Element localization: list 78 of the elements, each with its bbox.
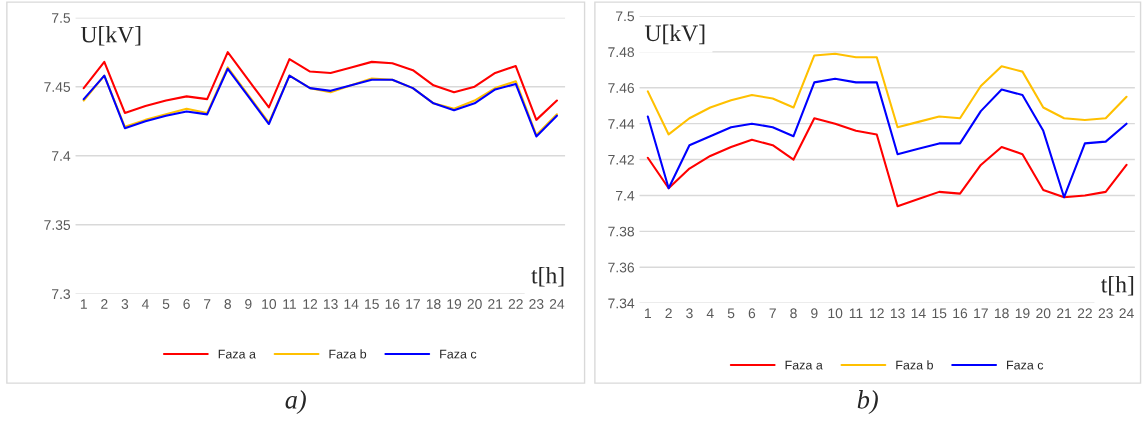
x-tick-label: 2 — [665, 308, 672, 319]
x-tick-label: 14 — [911, 308, 926, 319]
legend-label: Faza b — [896, 360, 933, 370]
y-tick-label: 7.4 — [52, 151, 71, 161]
x-tick-label: 13 — [323, 299, 338, 309]
x-tick-label: 3 — [121, 299, 129, 309]
x-tick-label: 19 — [1015, 308, 1030, 319]
x-tick-label: 20 — [1036, 308, 1051, 319]
x-axis-title: t[h] — [531, 266, 564, 287]
x-tick-label: 23 — [529, 299, 544, 309]
x-tick-label: 8 — [790, 308, 797, 319]
legend-label: Faza a — [785, 360, 823, 370]
x-tick-label: 12 — [870, 308, 884, 319]
x-tick-label: 15 — [365, 299, 379, 309]
x-tick-label: 11 — [849, 308, 863, 319]
x-tick-label: 9 — [245, 299, 252, 309]
x-tick-label: 2 — [101, 299, 108, 309]
line-series — [646, 117, 1128, 208]
legend-label: Faza a — [218, 349, 256, 359]
x-tick-label: 10 — [262, 299, 277, 309]
legend-label: Faza b — [329, 349, 367, 359]
x-tick-label: 5 — [162, 299, 170, 309]
text: a) — [285, 390, 306, 415]
x-tick-label: 15 — [932, 308, 947, 319]
y-axis-title: U[kV] — [80, 25, 141, 46]
y-tick-label: 7.46 — [608, 83, 635, 93]
legend-label: Faza c — [440, 349, 477, 359]
y-tick-label: 7.3 — [52, 289, 71, 300]
x-tick-label: 4 — [141, 299, 149, 309]
x-tick-label: 10 — [828, 308, 843, 319]
line-series — [646, 52, 1128, 136]
x-tick-label: 19 — [447, 299, 462, 309]
x-tick-label: 1 — [645, 308, 652, 319]
x-tick-label: 18 — [426, 299, 441, 309]
x-tick-label: 7 — [769, 308, 776, 319]
y-tick-label: 7.5 — [616, 11, 635, 22]
line-series — [82, 51, 558, 121]
x-tick-label: 20 — [467, 299, 482, 309]
x-tick-label: 5 — [727, 308, 735, 319]
x-tick-label: 23 — [1098, 308, 1113, 319]
x-tick-label: 13 — [890, 308, 905, 319]
text: b) — [857, 390, 878, 415]
x-tick-label: 6 — [183, 299, 190, 309]
y-tick-label: 7.5 — [52, 13, 71, 23]
x-tick-label: 24 — [1119, 308, 1134, 319]
y-tick-label: 7.48 — [608, 47, 635, 58]
y-tick-label: 7.4 — [616, 190, 635, 201]
y-tick-label: 7.34 — [608, 298, 635, 309]
x-tick-label: 17 — [406, 299, 420, 309]
x-tick-label: 22 — [508, 299, 523, 309]
y-tick-label: 7.36 — [608, 262, 635, 273]
x-tick-label: 7 — [204, 299, 211, 309]
x-tick-label: 6 — [748, 308, 756, 319]
x-tick-label: 24 — [549, 299, 565, 309]
x-tick-label: 9 — [811, 308, 818, 319]
x-tick-label: 14 — [344, 299, 359, 309]
x-tick-label: 12 — [303, 299, 318, 309]
legend-label: Faza c — [1007, 360, 1044, 370]
x-tick-label: 16 — [953, 308, 968, 319]
x-tick-label: 3 — [686, 308, 693, 319]
x-tick-label: 21 — [1057, 308, 1072, 319]
y-tick-label: 7.44 — [608, 119, 635, 129]
y-axis-title: U[kV] — [644, 24, 705, 45]
x-tick-label: 1 — [80, 299, 87, 309]
y-tick-label: 7.38 — [608, 226, 635, 237]
x-tick-label: 17 — [974, 308, 988, 319]
line-series — [646, 77, 1128, 199]
y-tick-label: 7.42 — [608, 154, 634, 165]
x-axis-title: t[h] — [1100, 275, 1134, 296]
x-tick-label: 16 — [385, 299, 400, 309]
x-tick-label: 11 — [283, 299, 296, 309]
x-tick-label: 22 — [1077, 308, 1092, 319]
y-tick-label: 7.35 — [44, 220, 71, 230]
x-tick-label: 18 — [994, 308, 1009, 319]
x-tick-label: 4 — [706, 308, 714, 319]
x-tick-label: 21 — [488, 299, 503, 309]
x-tick-label: 8 — [224, 299, 231, 309]
y-tick-label: 7.45 — [44, 82, 71, 92]
